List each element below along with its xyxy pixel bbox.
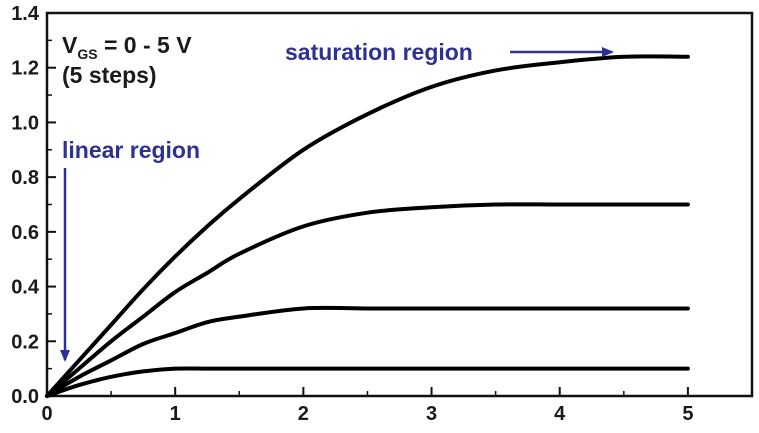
series-line-4 — [45, 54, 690, 398]
vgs-annotation: VGS = 0 - 5 V — [62, 32, 192, 62]
y-tick-label: 0.0 — [11, 386, 39, 408]
series-line-1 — [45, 366, 690, 398]
x-tick-label: 3 — [426, 403, 437, 425]
y-tick-label: 1.4 — [11, 3, 40, 25]
y-tick-label: 1.0 — [11, 112, 39, 134]
linear-region-label: linear region — [62, 137, 200, 163]
series-line-3 — [45, 202, 690, 398]
steps-annotation: (5 steps) — [62, 62, 157, 88]
x-tick-label: 1 — [170, 403, 181, 425]
x-tick-label: 0 — [41, 403, 52, 425]
vgs-label-main: V — [62, 32, 78, 58]
series-lines — [45, 54, 690, 398]
vgs-label-rest: = 0 - 5 V — [98, 32, 193, 58]
y-tick-label: 0.8 — [11, 167, 39, 189]
x-tick-label: 4 — [554, 403, 566, 425]
x-tick-label: 2 — [298, 403, 309, 425]
vgs-label-sub: GS — [77, 46, 97, 62]
y-tick-label: 0.4 — [11, 277, 40, 299]
y-tick-label: 1.2 — [11, 58, 39, 80]
y-tick-label: 0.6 — [11, 222, 39, 244]
y-tick-label: 0.2 — [11, 331, 39, 353]
x-tick-label: 5 — [682, 403, 693, 425]
saturation-region-label: saturation region — [285, 39, 473, 65]
axis-ticks: 0 1 2 3 4 5 0.0 0.2 0.4 0.6 0.8 1.0 1.2 1.4 — [11, 3, 693, 425]
series-line-2 — [45, 305, 690, 398]
